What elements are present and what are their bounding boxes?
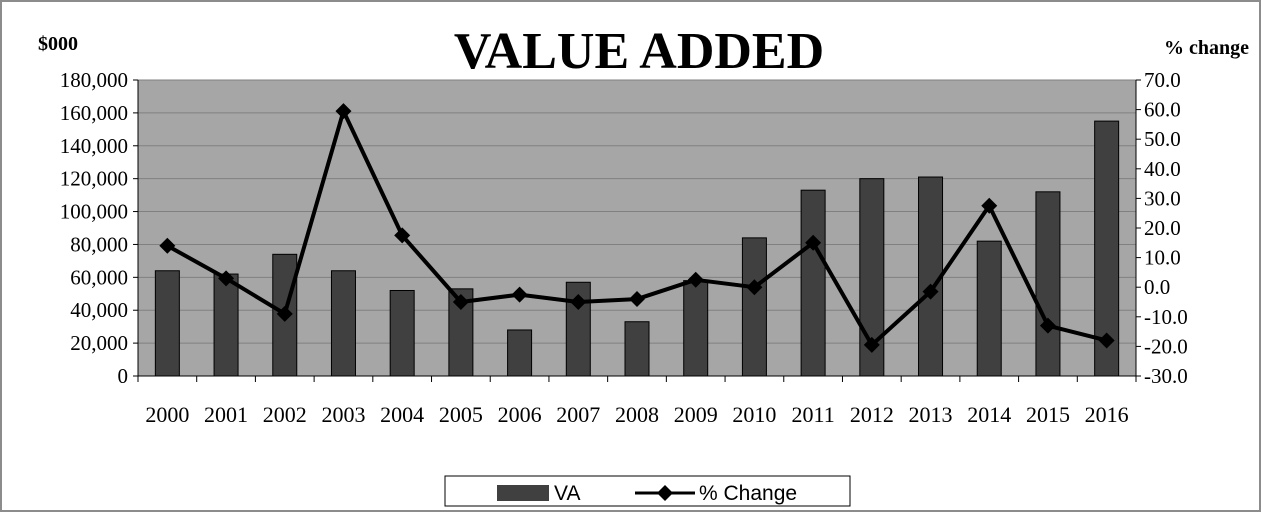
legend-swatch-va <box>497 485 549 501</box>
left-tick-label: 0 <box>118 364 129 388</box>
x-tick-label: 2002 <box>263 402 307 427</box>
va-bar <box>213 273 239 377</box>
left-tick-label: 160,000 <box>60 101 128 125</box>
left-tick-label: 40,000 <box>70 298 128 322</box>
left-axis-title: $000 <box>38 33 78 55</box>
pct-change-marker <box>1098 332 1115 349</box>
x-tick-label: 2007 <box>556 402 600 427</box>
x-tick-label: 2008 <box>615 402 659 427</box>
x-tick-label: 2014 <box>967 402 1011 427</box>
pct-change-marker <box>922 283 939 300</box>
right-tick-label: 20.0 <box>1144 216 1181 240</box>
x-tick-label: 2006 <box>498 402 542 427</box>
legend-marker-pct <box>657 485 673 501</box>
va-bar <box>800 189 826 377</box>
pct-change-marker <box>981 197 998 214</box>
left-tick-label: 60,000 <box>70 265 128 289</box>
axis-labels: 0 20,000 40,000 60,000 80,000 100,000 120,000 1… <box>60 68 1188 427</box>
legend: VA % Change <box>444 475 851 507</box>
va-bar <box>624 321 650 377</box>
right-tick-label: 70.0 <box>1144 68 1181 92</box>
x-tick-label: 2011 <box>792 402 835 427</box>
right-tick-label: -10.0 <box>1144 305 1188 329</box>
x-tick-label: 2016 <box>1085 402 1129 427</box>
pct-change-marker <box>159 237 176 254</box>
va-bar <box>507 329 533 377</box>
left-tick-label: 140,000 <box>60 134 128 158</box>
left-tick-label: 20,000 <box>70 331 128 355</box>
left-tick-label: 180,000 <box>60 68 128 92</box>
right-tick-label: 10.0 <box>1144 246 1181 270</box>
x-tick-label: 2003 <box>321 402 365 427</box>
x-tick-label: 2000 <box>145 402 189 427</box>
pct-change-marker <box>394 227 411 244</box>
pct-change-marker <box>1039 317 1056 334</box>
right-tick-label: 40.0 <box>1144 157 1181 181</box>
pct-change-marker <box>335 103 352 120</box>
x-tick-label: 2005 <box>439 402 483 427</box>
right-axis-title: % change <box>1164 37 1249 59</box>
legend-label-va: VA <box>554 482 580 505</box>
x-tick-label: 2015 <box>1026 402 1070 427</box>
pct-change-marker <box>687 271 704 288</box>
left-tick-label: 100,000 <box>60 200 128 224</box>
pct-change-marker <box>746 279 763 296</box>
pct-change-marker <box>218 270 235 287</box>
x-tick-label: 2010 <box>732 402 776 427</box>
left-tick-label: 120,000 <box>60 167 128 191</box>
right-tick-label: 60.0 <box>1144 98 1181 122</box>
pct-change-marker <box>863 336 880 353</box>
va-bar <box>741 237 767 377</box>
pct-change-marker <box>570 294 587 310</box>
va-bar <box>683 280 709 377</box>
va-bar <box>976 240 1002 377</box>
x-tick-label: 2004 <box>380 402 424 427</box>
pct-change-marker <box>452 294 469 310</box>
pct-change-marker <box>805 234 822 251</box>
right-tick-label: 0.0 <box>1144 275 1170 299</box>
legend-label-pct: % Change <box>699 482 797 505</box>
chart-title: VALUE ADDED <box>454 23 824 80</box>
right-tick-label: 50.0 <box>1144 127 1181 151</box>
va-bar <box>1035 191 1061 377</box>
va-bar <box>389 289 415 377</box>
va-bar <box>330 270 356 377</box>
va-bar <box>154 270 180 377</box>
pct-change-marker <box>511 286 528 303</box>
pct-change-line <box>159 103 1115 353</box>
axes <box>133 79 1141 382</box>
x-tick-label: 2001 <box>204 402 248 427</box>
x-tick-label: 2013 <box>909 402 953 427</box>
pct-change-marker <box>276 305 293 322</box>
x-tick-label: 2012 <box>850 402 894 427</box>
right-tick-label: -30.0 <box>1144 364 1188 388</box>
x-tick-label: 2009 <box>674 402 718 427</box>
left-tick-label: 80,000 <box>70 232 128 256</box>
right-tick-label: 30.0 <box>1144 186 1181 210</box>
right-tick-label: -20.0 <box>1144 334 1188 358</box>
pct-change-marker <box>629 291 645 308</box>
